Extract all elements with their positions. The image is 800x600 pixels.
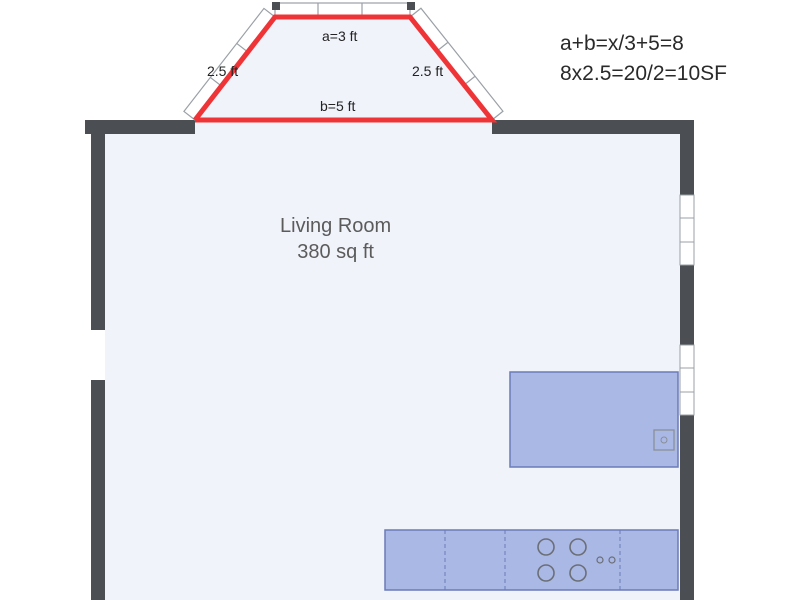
formula-line-2: 8x2.5=20/2=10SF [560, 62, 727, 86]
dim-label-right: 2.5 ft [412, 63, 443, 79]
room-name: Living Room [280, 213, 391, 239]
floorplan-svg [0, 0, 800, 600]
dim-label-left: 2.5 ft [207, 63, 238, 79]
dim-label-a: a=3 ft [322, 28, 357, 44]
room-area: 380 sq ft [280, 239, 391, 265]
room-label: Living Room 380 sq ft [280, 213, 391, 265]
dim-label-b: b=5 ft [320, 98, 355, 114]
formula-line-1: a+b=x/3+5=8 [560, 32, 684, 56]
